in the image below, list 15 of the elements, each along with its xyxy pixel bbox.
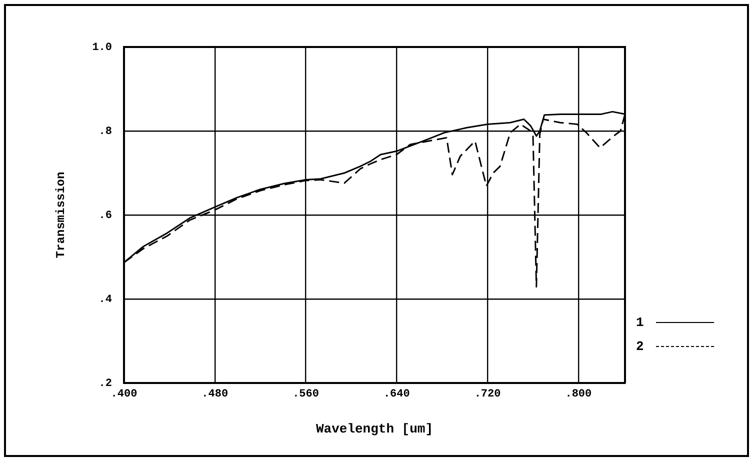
x-tick-label: .480: [202, 388, 228, 400]
legend-label: 1: [636, 314, 644, 330]
y-tick-label: .6: [98, 210, 112, 222]
y-tick-label: .4: [98, 294, 112, 306]
y-tick-label: 1.0: [92, 42, 112, 54]
x-tick-label: .560: [292, 388, 319, 400]
x-tick-label: .800: [565, 388, 592, 400]
x-tick-label: .640: [383, 388, 410, 400]
x-tick-label: .400: [110, 388, 138, 400]
y-axis-title: Transmission: [54, 172, 68, 258]
y-tick-label: .8: [98, 126, 112, 138]
x-tick-label: .720: [474, 388, 501, 400]
legend-label: 2: [636, 338, 644, 354]
x-axis-title: Wavelength [um]: [316, 421, 434, 436]
y-tick-label: .2: [98, 378, 112, 390]
